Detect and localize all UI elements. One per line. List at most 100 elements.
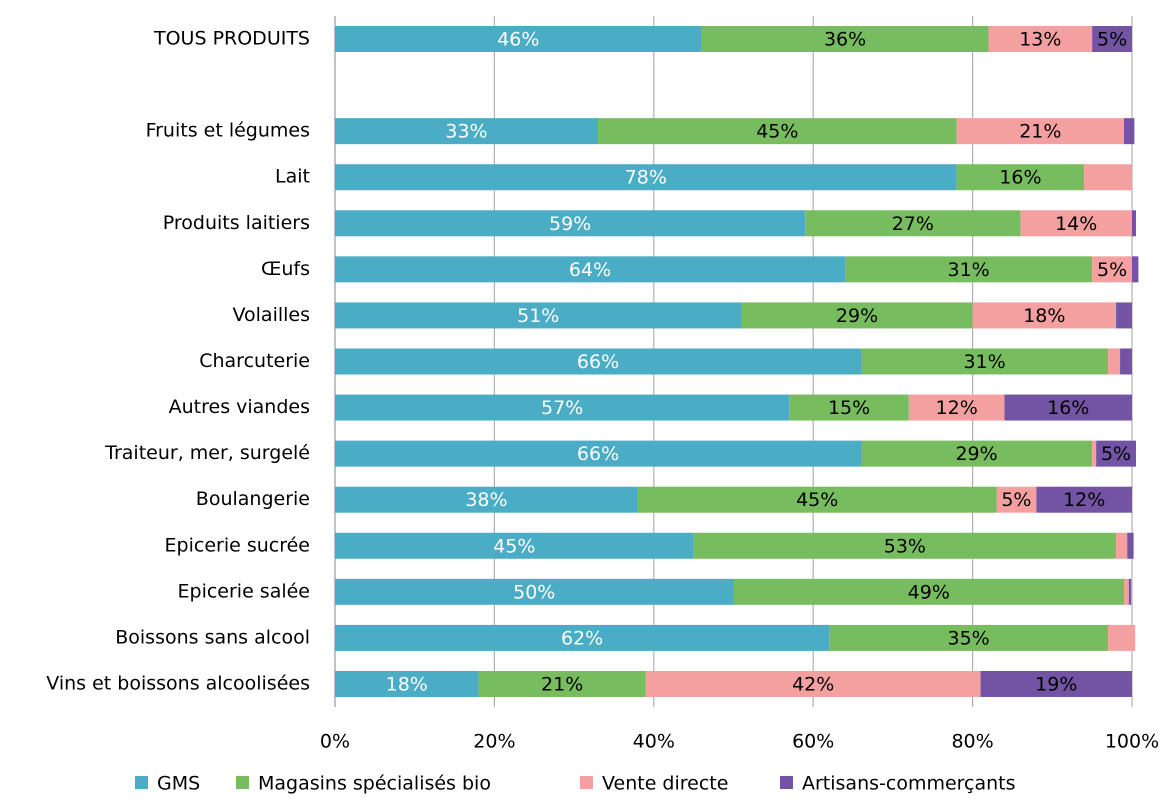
bar-segment [1127,532,1134,559]
bar-segment [335,164,957,191]
bar-segment [1096,440,1136,467]
data-label: 31% [947,259,989,281]
y-tick-label: Boissons sans alcool [115,626,310,648]
data-label: 5% [1097,259,1127,281]
legend-swatch [236,776,249,789]
y-tick-label: Charcuterie [199,350,310,372]
bar-segment [1004,394,1132,421]
y-tick-label: Autres viandes [169,396,310,418]
legend-label: Artisans-commerçants [802,773,1016,795]
data-label: 5% [1097,29,1127,51]
bar-segment [645,670,981,697]
bar-segment [908,394,1005,421]
data-label: 45% [493,535,535,557]
bar-segment [1128,578,1132,605]
legend-label: Magasins spécialisés bio [258,773,491,795]
bar-segment [335,256,846,283]
bar-segment [335,440,862,467]
bar-segment [1108,348,1121,375]
bar-segment [845,256,1093,283]
bar-segment [1116,302,1132,329]
y-tick-label: Epicerie salée [178,580,311,602]
bar-segment [335,394,790,421]
y-tick-label: Boulangerie [196,488,310,510]
bar-segment [335,210,806,237]
data-label: 66% [577,443,619,465]
data-label: 45% [796,489,838,511]
data-label: 36% [824,29,866,51]
data-label: 53% [884,535,926,557]
legend-label: GMS [157,773,200,795]
bar-segment [956,164,1085,191]
data-label: 15% [828,397,870,419]
bar-segment [1132,210,1136,237]
data-label: 18% [386,673,428,695]
data-label: 29% [955,443,997,465]
bar-segment [1124,578,1129,605]
bar-segment [701,26,989,52]
bar-segment [335,26,702,52]
data-label: 27% [892,213,934,235]
bar-segment [829,624,1109,651]
data-label: 49% [908,581,950,603]
bar-segment [980,670,1132,697]
data-label: 62% [561,627,603,649]
data-label: 16% [1047,397,1089,419]
y-tick-label: Fruits et légumes [146,120,310,142]
bar-segment [972,302,1117,329]
data-label: 12% [1063,489,1105,511]
data-label: 16% [999,167,1041,189]
data-label: 14% [1055,213,1097,235]
bar-segment [861,440,1093,467]
bar-segment [1084,164,1132,191]
data-label: 13% [1019,29,1061,51]
bar-segment [693,532,1117,559]
data-label: 51% [517,305,559,327]
bar-segment [335,302,742,329]
bar-segment [1020,210,1132,237]
data-label: 64% [569,259,611,281]
data-label: 59% [549,213,591,235]
legend-swatch [780,776,793,789]
bar-segment [733,578,1125,605]
x-tick-label: 80% [951,731,993,753]
y-tick-label: Epicerie sucrée [165,534,310,556]
bar-segment [335,118,599,145]
bar-segment [335,624,830,651]
data-label: 12% [936,397,978,419]
data-label: 21% [541,673,583,695]
bar-segment [1108,624,1136,651]
bar-segment [335,486,638,513]
data-label: 33% [445,121,487,143]
bar-segment [996,486,1037,513]
legend-swatch [135,776,148,789]
y-tick-label: Produits laitiers [163,212,310,234]
bar-segment [805,210,1021,237]
x-tick-label: 0% [320,731,350,753]
x-tick-label: 40% [633,731,675,753]
bar-segment [1132,256,1139,283]
bar-segment [335,578,734,605]
legend-label: Vente directe [602,773,728,795]
data-label: 50% [513,581,555,603]
data-label: 35% [947,627,989,649]
bar-segment [741,302,973,329]
data-label: 19% [1035,673,1077,695]
bar-segment [335,532,694,559]
data-label: 42% [792,673,834,695]
data-label: 57% [541,397,583,419]
data-label: 21% [1019,121,1061,143]
data-label: 78% [625,167,667,189]
bar-segment [988,26,1093,52]
x-tick-label: 100% [1105,731,1159,753]
data-label: 5% [1101,443,1131,465]
bar-segment [1120,348,1132,375]
y-tick-label: Traiteur, mer, surgelé [104,442,310,464]
y-tick-label: TOUS PRODUITS [153,28,310,50]
y-tick-label: Vins et boissons alcoolisées [46,672,310,694]
legend-swatch [580,776,593,789]
bar-segment [335,670,479,697]
data-label: 45% [756,121,798,143]
bar-segment [335,348,862,375]
data-label: 5% [1001,489,1031,511]
